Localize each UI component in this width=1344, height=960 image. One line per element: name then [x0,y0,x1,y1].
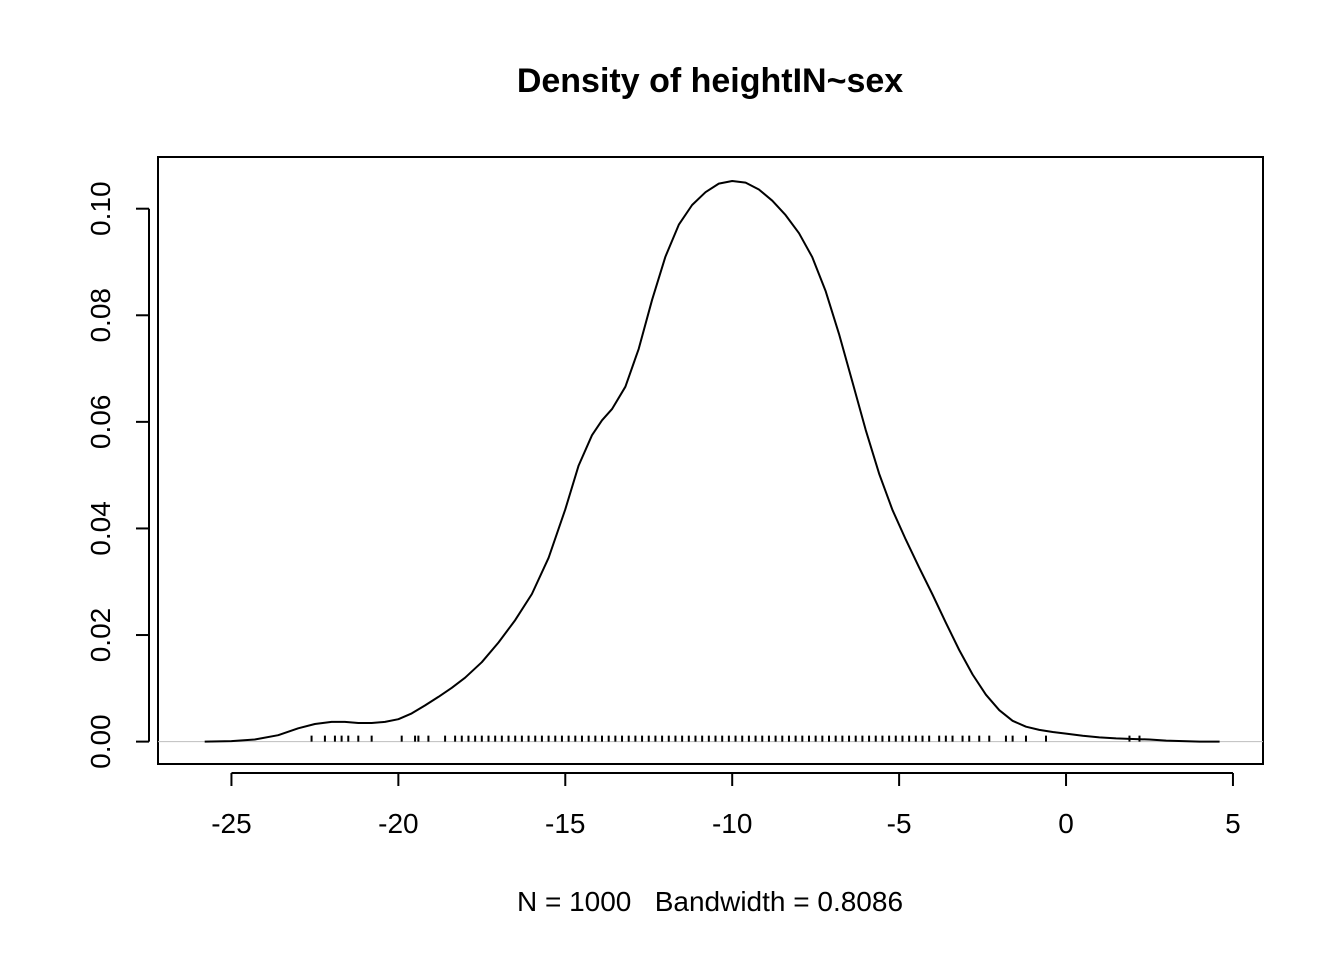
x-axis-label: N = 1000 Bandwidth = 0.8086 [517,886,903,917]
x-tick-label: 0 [1058,808,1074,839]
x-tick-label: -20 [378,808,418,839]
y-tick-label: 0.06 [85,395,116,450]
x-tick-label: -15 [545,808,585,839]
x-tick-label: -25 [211,808,251,839]
x-tick-label: -10 [712,808,752,839]
chart-title: Density of heightIN~sex [517,62,903,100]
y-tick-label: 0.10 [85,181,116,236]
y-tick-label: 0.04 [85,501,116,556]
y-axis: 0.00 0.02 0.04 0.06 0.08 0.10 [85,181,150,769]
x-tick-label: 5 [1225,808,1241,839]
x-tick-label: -5 [887,808,912,839]
y-tick-label: 0.08 [85,288,116,343]
series-group [204,180,1220,743]
plot-frame [157,156,1264,765]
y-tick-label: 0.00 [85,714,116,769]
y-tick-label: 0.02 [85,608,116,663]
density-curve [204,180,1220,743]
x-axis: -25 -20 -15 -10 -5 0 5 [211,772,1241,839]
rug-marks [310,735,1141,742]
